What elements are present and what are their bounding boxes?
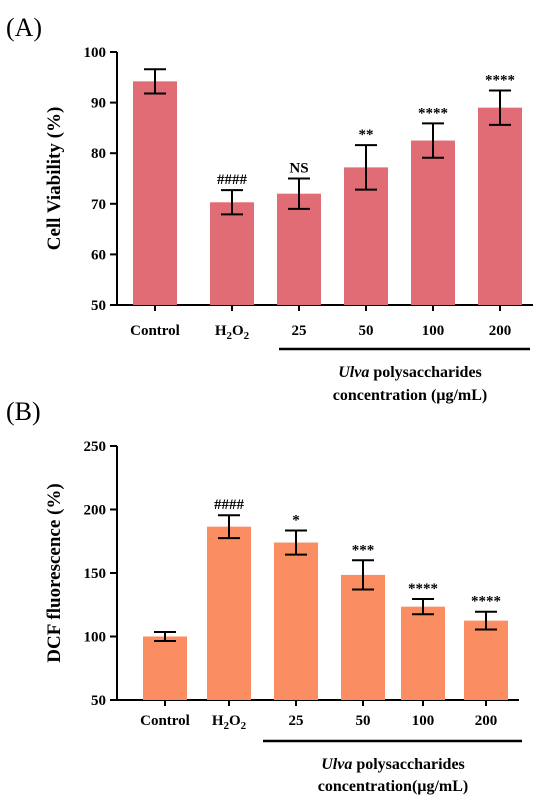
panel-label: (A) xyxy=(6,13,42,42)
x-tick-label: 25 xyxy=(292,323,307,339)
y-tick-label: 100 xyxy=(84,45,107,61)
group-label-line1: Ulva polysaccharides xyxy=(338,364,482,381)
bar xyxy=(210,202,254,305)
bar xyxy=(277,193,321,305)
bar xyxy=(143,636,187,700)
x-tick-label: 25 xyxy=(289,713,304,729)
significance-label: NS xyxy=(289,161,308,177)
x-tick-label: 50 xyxy=(359,323,374,339)
bar xyxy=(207,526,251,700)
y-tick-label: 150 xyxy=(84,566,107,582)
group-label-line2: concentration (µg/mL) xyxy=(333,387,488,404)
x-tick-label: 200 xyxy=(489,323,512,339)
y-tick-label: 100 xyxy=(84,630,107,646)
group-label-line2: concentration(µg/mL) xyxy=(318,778,469,795)
significance-label: **** xyxy=(471,594,501,610)
bar xyxy=(464,620,508,700)
x-tick-label: 100 xyxy=(422,323,445,339)
bar xyxy=(341,574,385,700)
panel-label: (B) xyxy=(6,397,41,426)
y-tick-label: 60 xyxy=(91,247,106,263)
y-tick-label: 90 xyxy=(91,96,106,112)
x-tick-label: H2O2 xyxy=(212,713,247,732)
y-tick-label: 50 xyxy=(91,298,106,314)
x-tick-label: 50 xyxy=(356,713,371,729)
y-tick-label: 80 xyxy=(91,146,106,162)
bar xyxy=(133,81,177,306)
y-tick-label: 70 xyxy=(91,197,106,213)
significance-label: **** xyxy=(418,105,448,121)
bar xyxy=(411,140,455,305)
significance-label: ** xyxy=(359,127,374,143)
significance-label: **** xyxy=(485,72,515,88)
chart-b: (B) DCF fluorescence (%) 50 100 150 200 250 Con… xyxy=(6,397,522,795)
y-tick-label: 250 xyxy=(84,439,107,455)
significance-label: #### xyxy=(217,172,248,188)
y-axis-title: DCF fluorescence (%) xyxy=(44,483,65,662)
significance-label: * xyxy=(292,512,300,528)
bar xyxy=(401,606,445,700)
group-label-line1: Ulva polysaccharides xyxy=(321,756,465,773)
y-tick-label: 50 xyxy=(91,693,106,709)
significance-label: **** xyxy=(408,581,438,597)
x-tick-label: 200 xyxy=(475,713,498,729)
bar xyxy=(274,542,318,700)
x-tick-label: H2O2 xyxy=(215,323,250,342)
significance-label: #### xyxy=(214,497,245,513)
chart-a: (A) Cell Viability (%) 50 60 70 80 90 100 Contro… xyxy=(6,13,533,404)
bar xyxy=(478,107,522,305)
y-axis-title: Cell Viability (%) xyxy=(44,107,65,251)
significance-label: *** xyxy=(352,542,375,558)
y-tick-label: 200 xyxy=(84,503,107,519)
x-tick-label: Control xyxy=(130,323,180,339)
x-tick-label: 100 xyxy=(412,713,435,729)
x-tick-label: Control xyxy=(140,713,190,729)
